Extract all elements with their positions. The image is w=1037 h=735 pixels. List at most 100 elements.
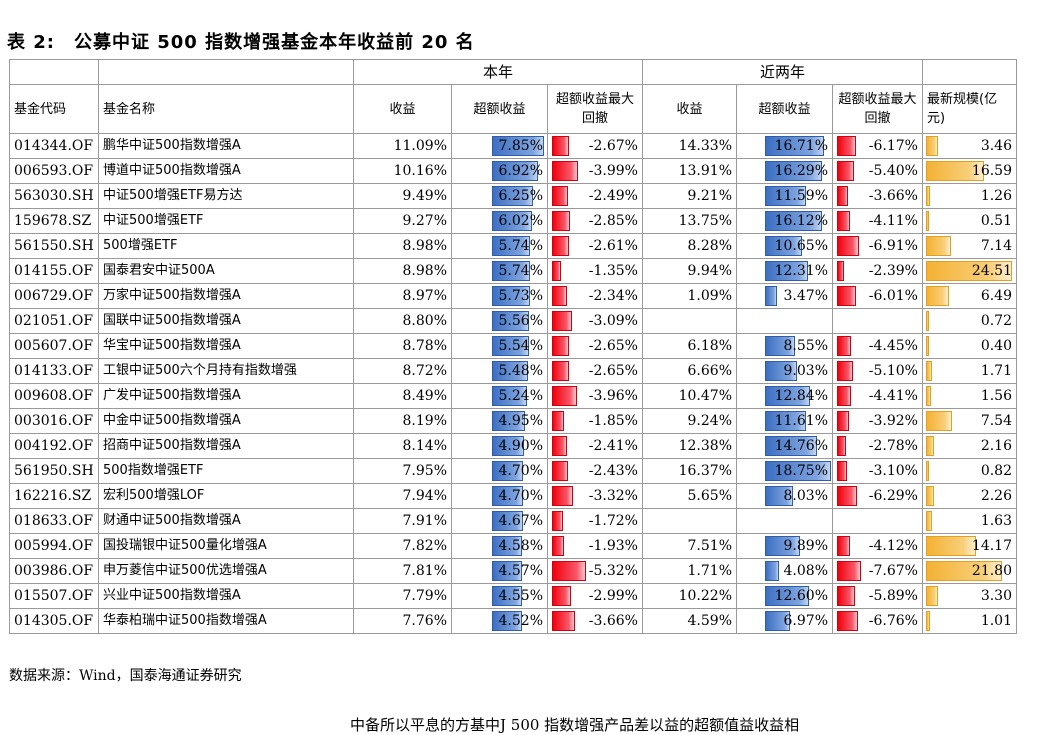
cell-name-value: 中金中证500指数增强A (103, 413, 241, 428)
cell-ret2: 10.22% (642, 583, 737, 609)
cell-ret: 7.81% (353, 558, 452, 584)
cell-mdd2-value: -4.12% (868, 538, 918, 554)
cell-mdd-bar (552, 511, 563, 531)
cell-mdd2-value: -6.17% (868, 138, 918, 154)
cell-mdd2-value: -3.66% (868, 188, 918, 204)
cell-name-value: 华宝中证500指数增强A (103, 338, 241, 353)
cell-excess-bar (492, 261, 530, 281)
cell-mdd2-value: -5.10% (868, 363, 918, 379)
cell-excess2-bar (765, 586, 809, 606)
cell-excess-bar (492, 436, 524, 456)
cell-excess2-bar (765, 436, 817, 456)
cell-size: 3.46 (922, 133, 1017, 159)
cell-excess-bar (492, 211, 532, 231)
cell-excess2: 11.59% (736, 183, 833, 209)
cell-mdd-value: -1.93% (588, 538, 638, 554)
cell-excess-value: 6.02% (498, 213, 543, 229)
cell-ret: 7.91% (353, 508, 452, 534)
cell-excess2-value: 12.31% (774, 263, 828, 279)
cell-mdd: -2.99% (547, 583, 643, 609)
cell-mdd: -2.65% (547, 358, 643, 384)
cell-mdd-bar (552, 536, 564, 556)
cell-excess-bar (492, 161, 538, 181)
cell-mdd2-bar (837, 536, 850, 556)
cell-excess-value: 5.73% (498, 288, 543, 304)
cell-ret: 8.78% (353, 333, 452, 359)
cell-ret2: 12.38% (642, 433, 737, 459)
cell-mdd-bar (552, 461, 568, 481)
cell-ret2-value: 8.28% (687, 238, 732, 254)
cell-code: 162216.SZ (9, 483, 99, 509)
cell-size-bar (926, 611, 930, 631)
cell-excess: 4.90% (451, 433, 548, 459)
cell-mdd: -2.65% (547, 333, 643, 359)
cell-excess2-bar (765, 611, 790, 631)
cell-mdd2: -3.10% (832, 458, 923, 484)
cell-excess: 4.70% (451, 483, 548, 509)
cell-size: 3.30 (922, 583, 1017, 609)
cell-mdd-bar (552, 311, 572, 331)
cell-ret-value: 7.76% (402, 613, 447, 629)
cell-mdd-bar (552, 136, 569, 156)
cell-mdd2-bar (837, 186, 848, 206)
cell-ret2 (642, 308, 737, 334)
cell-code: 561950.SH (9, 458, 99, 484)
cell-excess-value: 5.54% (498, 338, 543, 354)
cell-ret: 8.49% (353, 383, 452, 409)
cell-ret-value: 8.97% (402, 288, 447, 304)
table-row: 561550.SH 500增强ETF 8.98% 5.74% -2.61% 8.28% 10… (9, 233, 1017, 259)
cell-mdd2-value: -2.39% (868, 263, 918, 279)
cell-name-value: 广发中证500指数增强A (103, 388, 241, 403)
cell-excess: 4.55% (451, 583, 548, 609)
cell-ret2: 6.18% (642, 333, 737, 359)
cell-excess: 7.85% (451, 133, 548, 159)
cell-code-value: 561550.SH (14, 238, 94, 254)
cell-excess-value: 5.74% (498, 263, 543, 279)
cell-excess2-value: 4.08% (783, 563, 828, 579)
cell-ret: 8.80% (353, 308, 452, 334)
cell-size: 1.01 (922, 608, 1017, 634)
column-header-row: 基金代码 基金名称 收益 超额收益 超额收益最大回撤 收益 超额收益 超额收益最… (9, 84, 1017, 134)
cell-size-value: 1.71 (980, 363, 1012, 379)
cell-size-value: 6.49 (980, 288, 1012, 304)
cell-mdd2-bar (837, 161, 854, 181)
cell-code-value: 003016.OF (14, 413, 94, 429)
cell-ret2: 14.33% (642, 133, 737, 159)
cell-mdd: -3.32% (547, 483, 643, 509)
table-row: 006593.OF 博道中证500指数增强A 10.16% 6.92% -3.99% 13… (9, 158, 1017, 184)
cell-mdd-value: -2.65% (588, 363, 638, 379)
header-ret: 收益 (353, 84, 452, 134)
cell-name-value: 工银中证500六个月持有指数增强 (103, 363, 297, 378)
cell-name: 华宝中证500指数增强A (98, 333, 354, 359)
cell-mdd: -1.72% (547, 508, 643, 534)
cell-name: 博道中证500指数增强A (98, 158, 354, 184)
cell-mdd-value: -1.72% (588, 513, 638, 529)
cell-code-value: 563030.SH (14, 188, 94, 204)
table-row: 003986.OF 申万菱信中证500优选增强A 7.81% 4.57% -5.32% 1… (9, 558, 1017, 584)
cell-ret2-value: 9.21% (687, 188, 732, 204)
cell-mdd: -5.32% (547, 558, 643, 584)
cell-ret-value: 8.98% (402, 238, 447, 254)
cell-code: 005607.OF (9, 333, 99, 359)
cell-code: 159678.SZ (9, 208, 99, 234)
cell-name: 500指数增强ETF (98, 458, 354, 484)
cell-size: 1.63 (922, 508, 1017, 534)
cell-code-value: 014133.OF (14, 363, 94, 379)
header-mdd: 超额收益最大回撤 (547, 84, 643, 134)
cell-excess2-value: 16.71% (774, 138, 828, 154)
cell-size-bar (926, 561, 1002, 581)
cell-excess2 (736, 308, 833, 334)
cell-name: 工银中证500六个月持有指数增强 (98, 358, 354, 384)
cell-size: 0.40 (922, 333, 1017, 359)
cell-mdd: -2.34% (547, 283, 643, 309)
group-year: 本年 (353, 59, 643, 85)
cell-name-value: 博道中证500指数增强A (103, 163, 241, 178)
cell-mdd-bar (552, 386, 577, 406)
cell-ret-value: 8.49% (402, 388, 447, 404)
cell-size-bar (926, 286, 949, 306)
cell-ret2-value: 5.65% (687, 488, 732, 504)
cell-name: 兴业中证500指数增强A (98, 583, 354, 609)
cell-excess-bar (492, 511, 523, 531)
cell-size: 0.51 (922, 208, 1017, 234)
cell-name: 中金中证500指数增强A (98, 408, 354, 434)
